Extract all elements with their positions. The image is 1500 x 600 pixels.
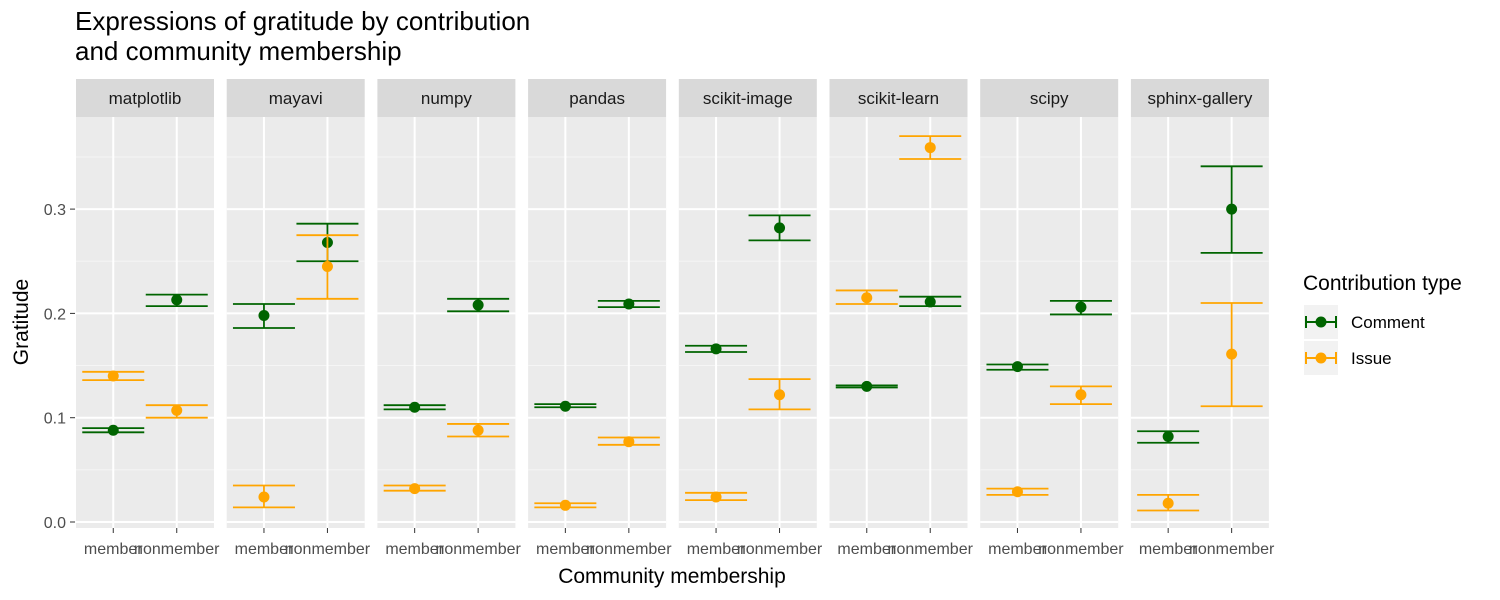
point-issue <box>559 499 571 511</box>
x-tick-label: member <box>84 541 143 558</box>
legend: Contribution type Comment Issue <box>1303 272 1462 375</box>
facet-panels: matplotlibmembernonmembermayavimembernon… <box>76 79 1275 558</box>
y-tick-label: 0.3 <box>44 202 66 219</box>
point-comment <box>1162 430 1174 442</box>
x-tick-label: nonmember <box>134 541 220 558</box>
point-comment <box>861 380 873 392</box>
point-comment <box>623 298 635 310</box>
facet-strip-label: sphinx-gallery <box>1147 89 1252 108</box>
point-issue <box>409 483 421 495</box>
y-axis: 0.0 0.1 0.2 0.3 <box>44 202 75 532</box>
y-tick-label: 0.2 <box>44 306 66 323</box>
panel-background <box>377 117 516 528</box>
facet-strip <box>226 79 365 117</box>
point-comment <box>924 296 936 308</box>
legend-item-issue: Issue <box>1304 341 1392 375</box>
point-issue <box>258 491 270 503</box>
facet-strip-label: mayavi <box>269 89 323 108</box>
point-issue <box>1075 389 1087 401</box>
facet-strip-label: scipy <box>1030 89 1069 108</box>
x-tick-label: nonmember <box>1189 541 1275 558</box>
x-tick-label: member <box>536 541 595 558</box>
point-issue <box>861 292 873 304</box>
point-issue <box>924 142 936 154</box>
point-comment <box>107 424 119 436</box>
x-tick-label: nonmember <box>586 541 672 558</box>
facet-strip-label: scikit-image <box>703 89 793 108</box>
facet-strip <box>829 79 968 117</box>
point-comment <box>559 400 571 412</box>
point-comment <box>409 401 421 413</box>
point-issue <box>1162 497 1174 509</box>
point-issue <box>710 491 722 503</box>
point-comment <box>1226 203 1238 215</box>
legend-label: Comment <box>1351 313 1425 332</box>
x-tick-label: member <box>235 541 294 558</box>
point-comment <box>171 294 183 306</box>
y-axis-title: Gratitude <box>10 279 33 365</box>
x-tick-label: nonmember <box>285 541 371 558</box>
facet-strip-label: numpy <box>421 89 473 108</box>
x-axis-title: Community membership <box>558 565 786 588</box>
point-comment <box>710 343 722 355</box>
panel-background <box>226 117 365 528</box>
point-issue <box>623 436 635 448</box>
y-tick-label: 0.1 <box>44 411 66 428</box>
point-issue <box>321 260 333 272</box>
point-comment <box>1011 361 1023 373</box>
panel-background <box>1130 117 1269 528</box>
point-comment <box>258 309 270 321</box>
panel-background <box>980 117 1119 528</box>
facet-strip <box>528 79 667 117</box>
facet-strip-label: pandas <box>569 89 625 108</box>
x-tick-label: member <box>385 541 444 558</box>
panel-background <box>678 117 817 528</box>
panel-background <box>829 117 968 528</box>
facet-strip <box>1130 79 1269 117</box>
x-tick-label: nonmember <box>1038 541 1124 558</box>
legend-key-point <box>1315 352 1327 364</box>
point-comment <box>1075 301 1087 313</box>
facet-strip <box>678 79 817 117</box>
facet-strip-label: scikit-learn <box>858 89 939 108</box>
x-tick-label: nonmember <box>888 541 974 558</box>
chart-title-line-2: and community membership <box>75 36 402 66</box>
chart-title-line-1: Expressions of gratitude by contribution <box>75 6 530 36</box>
point-issue <box>774 389 786 401</box>
x-tick-label: member <box>837 541 896 558</box>
x-tick-label: nonmember <box>435 541 521 558</box>
point-issue <box>1226 348 1238 360</box>
x-tick-label: member <box>988 541 1047 558</box>
point-comment <box>472 299 484 311</box>
y-tick-label: 0.0 <box>44 515 66 532</box>
legend-key-point <box>1315 316 1327 328</box>
point-issue <box>472 424 484 436</box>
point-issue <box>1011 486 1023 498</box>
legend-label: Issue <box>1351 349 1392 368</box>
facet-strip <box>377 79 516 117</box>
facet-strip <box>76 79 214 117</box>
panel-background <box>528 117 667 528</box>
panel-background <box>76 117 214 528</box>
x-tick-label: member <box>687 541 746 558</box>
facet-strip-label: matplotlib <box>109 89 182 108</box>
facet-strip <box>980 79 1119 117</box>
legend-title: Contribution type <box>1303 272 1462 295</box>
x-tick-label: nonmember <box>737 541 823 558</box>
point-issue <box>171 404 183 416</box>
point-issue <box>107 370 119 382</box>
point-comment <box>774 222 786 234</box>
legend-item-comment: Comment <box>1304 305 1425 339</box>
x-tick-label: member <box>1139 541 1198 558</box>
